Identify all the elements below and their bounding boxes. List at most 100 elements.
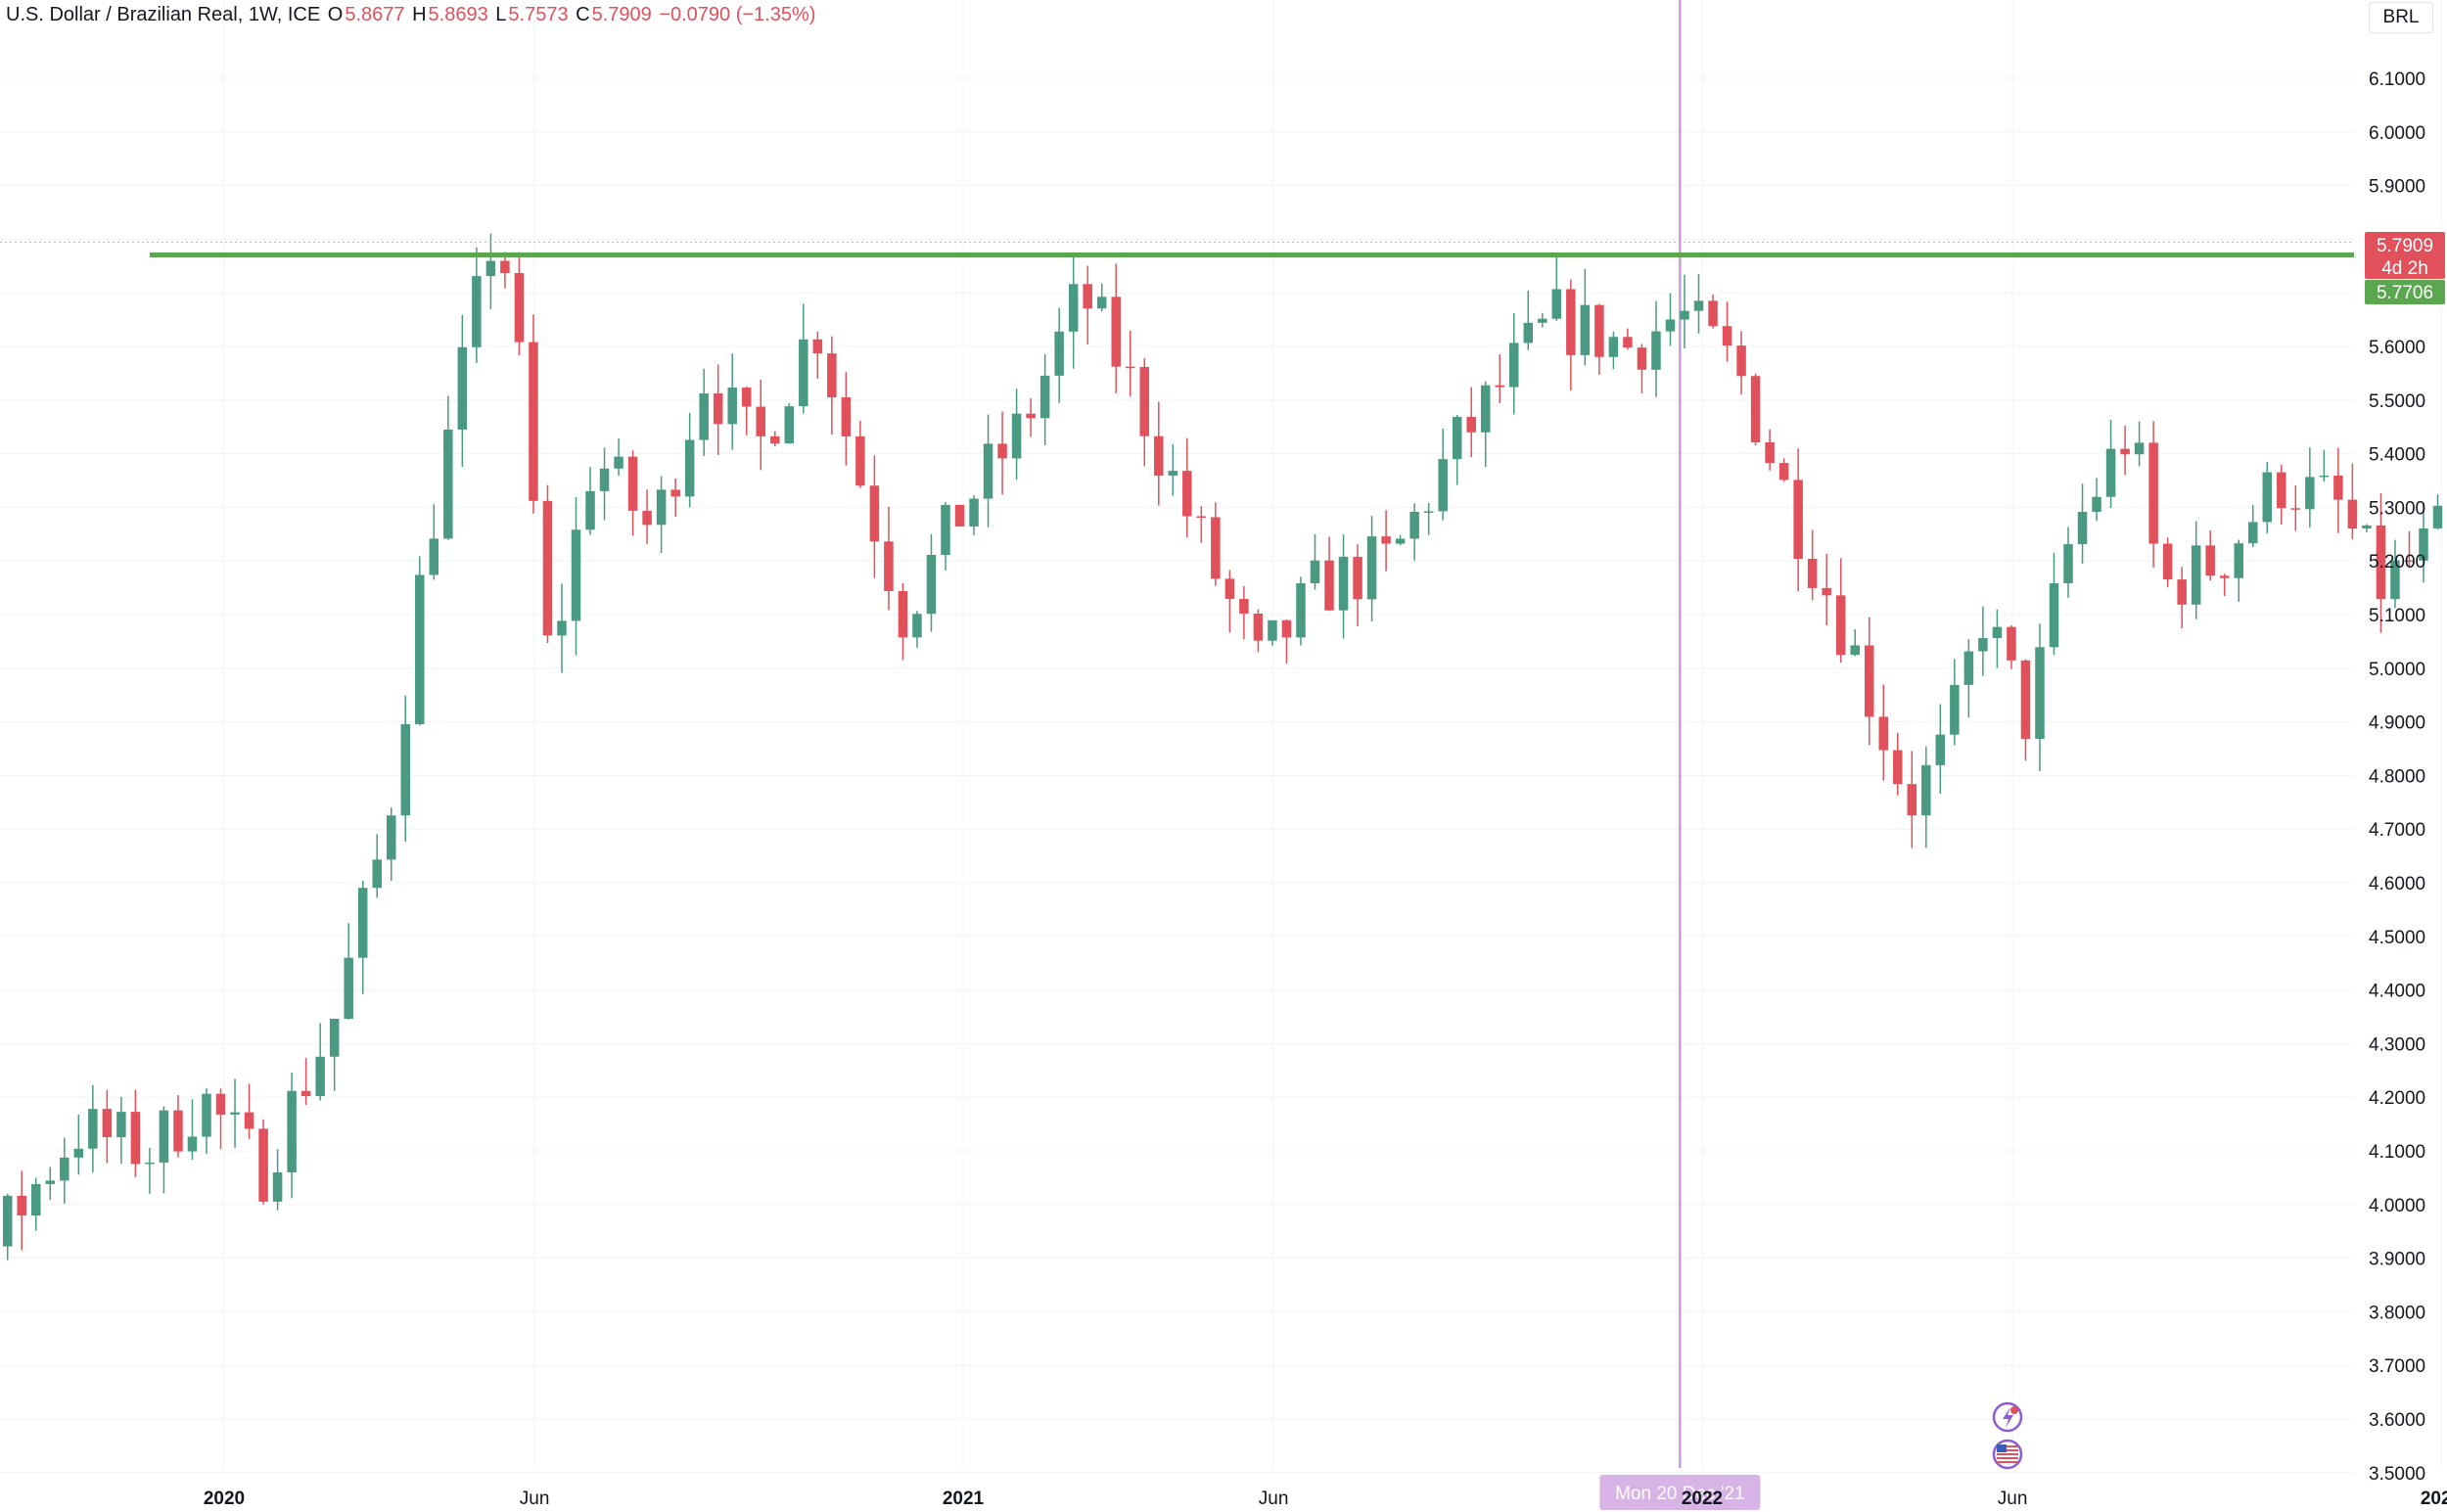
candle-body [1822, 587, 1831, 596]
candle-body [1623, 337, 1633, 348]
candle-body [699, 393, 709, 440]
candle-body [2177, 579, 2187, 605]
price-tick-label: 3.6000 [2369, 1410, 2425, 1431]
price-tick-label: 5.9000 [2369, 177, 2425, 198]
close-value: 5.7909 [591, 4, 652, 25]
price-tick-label: 4.8000 [2369, 766, 2425, 787]
candle-body [73, 1148, 84, 1158]
candle-body [1111, 297, 1121, 367]
candle-body [300, 1090, 311, 1097]
candle-body [997, 443, 1007, 459]
candle-body [45, 1180, 56, 1184]
candle-body [1963, 651, 1974, 685]
candle-body [1353, 556, 1362, 600]
price-tick-label: 4.7000 [2369, 820, 2425, 841]
candle-body [599, 468, 610, 491]
candle-body [173, 1110, 183, 1152]
candle-body [827, 353, 837, 398]
price-axis[interactable]: 6.10006.00005.90005.80005.70005.60005.50… [2369, 69, 2425, 1485]
candle-body [130, 1112, 141, 1165]
candle-body [1011, 413, 1022, 459]
candle-body [1125, 366, 1135, 369]
candle-body [17, 1195, 26, 1216]
candle-body [1182, 471, 1192, 517]
line-price-tag [2365, 280, 2445, 304]
candle-body [1083, 284, 1092, 309]
candle-body [1608, 337, 1619, 357]
candle-body [1480, 385, 1491, 433]
price-tick-label: 4.2000 [2369, 1088, 2425, 1109]
candle-body [1850, 645, 1860, 656]
time-axis[interactable]: Jun2020Jun2021Jun2022Jun2023Jun2024May20… [0, 1489, 2447, 1509]
flag-stripe-icon [1997, 1449, 2018, 1451]
time-tick-label: 2021 [943, 1489, 985, 1509]
candle-body [415, 574, 425, 724]
candle-body [1026, 413, 1036, 419]
candle-body [2419, 527, 2428, 561]
price-tick-label: 3.8000 [2369, 1303, 2425, 1323]
price-tick-label: 3.7000 [2369, 1356, 2425, 1377]
candle-body [287, 1090, 297, 1172]
high-value: 5.8693 [428, 4, 488, 25]
price-tick-label: 4.4000 [2369, 982, 2425, 1002]
time-tick-label: Jun [1998, 1489, 2028, 1509]
support-line[interactable] [0, 241, 2354, 258]
price-tick-label: 4.9000 [2369, 713, 2425, 734]
price-tick-label: 5.5000 [2369, 391, 2425, 412]
flag-stripe-icon [1997, 1445, 2018, 1447]
candle-body [1168, 471, 1178, 477]
candle-body [1096, 297, 1107, 309]
chart-icons[interactable] [1992, 1401, 2023, 1470]
candle-body [898, 590, 908, 638]
candle-body [1139, 366, 1150, 436]
candle-body [2205, 545, 2215, 576]
price-tick-label: 6.1000 [2369, 69, 2425, 90]
candle-body [656, 489, 667, 526]
line-price-value: 5.7706 [2377, 283, 2433, 303]
flag-canton-icon [1997, 1444, 2007, 1452]
candle-body [202, 1093, 211, 1137]
candle-body [1566, 289, 1576, 355]
price-tick-label: 3.9000 [2369, 1250, 2425, 1270]
candle-body [2007, 626, 2016, 661]
candle-body [1438, 459, 1448, 512]
candle-body [1580, 304, 1591, 355]
flag-stripe-icon [1997, 1461, 2018, 1463]
candle-body [1509, 343, 1519, 388]
candle-body [1594, 304, 1604, 357]
candle-body [1835, 595, 1846, 656]
candle-body [1239, 598, 1249, 614]
candle-body [1750, 376, 1761, 442]
candle-body [1338, 556, 1349, 611]
candle-body [514, 273, 525, 343]
candle-body [400, 723, 411, 816]
price-tick-label: 4.1000 [2369, 1142, 2425, 1163]
candle-body [1395, 538, 1406, 544]
candle-body [2063, 544, 2073, 583]
chart-grid [0, 0, 2442, 1474]
currency-badge[interactable]: BRL [2369, 2, 2433, 33]
candle-body [2432, 505, 2443, 528]
candle-body [1324, 560, 1334, 611]
candle-body [1807, 559, 1818, 588]
candle-body [1708, 300, 1718, 327]
price-tick-label: 5.1000 [2369, 606, 2425, 626]
candle-body [2404, 560, 2415, 563]
candle-body [1551, 289, 1562, 319]
candle-body [799, 339, 808, 407]
candle-body [2262, 472, 2273, 523]
low-value: 5.7573 [508, 4, 569, 25]
candle-body [272, 1171, 283, 1202]
candlestick-series [2, 233, 2443, 1260]
candle-body [954, 504, 965, 527]
vertical-marker-label-bg [1599, 1475, 1761, 1510]
last-price-tag [2365, 232, 2445, 279]
candle-body [670, 489, 680, 497]
low-label: L [495, 4, 507, 25]
candle-body [2234, 543, 2243, 578]
candle-body [1154, 435, 1164, 477]
candle-body [215, 1093, 226, 1115]
candle-body [727, 388, 737, 425]
